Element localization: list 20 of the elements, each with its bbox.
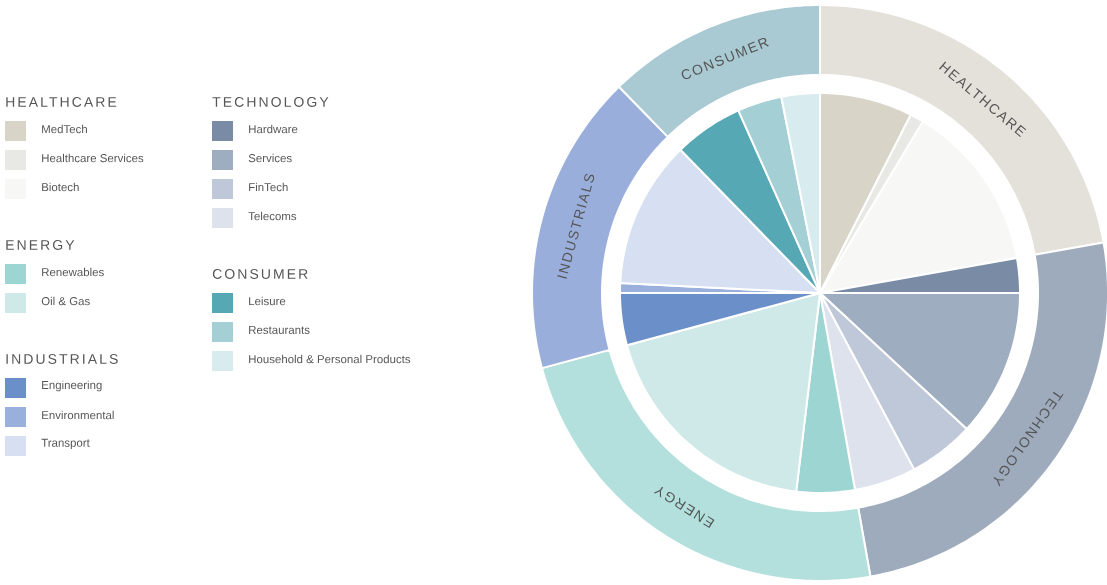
legend-label: Healthcare Services bbox=[42, 153, 144, 163]
legend-label: Transport bbox=[41, 438, 90, 450]
legend-label: Biotech bbox=[42, 182, 79, 192]
category-label: HEALTHCARE bbox=[6, 97, 117, 107]
legend-label: Restaurants bbox=[249, 326, 310, 334]
legend-label: Environmental bbox=[42, 410, 114, 420]
legend-label: Telecoms bbox=[248, 211, 297, 221]
category-label: TECHNOLOGY bbox=[212, 97, 329, 107]
legend-label: Hardware bbox=[249, 124, 298, 134]
category-label: ENERGY bbox=[6, 240, 75, 250]
legend-label: FinTech bbox=[249, 182, 288, 192]
legend-label: Leisure bbox=[249, 296, 286, 306]
category-label: CONSUMER bbox=[212, 269, 308, 279]
legend-label: Oil & Gas bbox=[41, 296, 90, 306]
legend-label: MedTech bbox=[42, 124, 87, 134]
category-label: INDUSTRIALS bbox=[6, 354, 118, 364]
legend-label: Renewables bbox=[42, 267, 104, 277]
legend-label: Engineering bbox=[42, 380, 102, 392]
legend-label: Household & Personal Products bbox=[249, 354, 411, 364]
legend-label: Services bbox=[248, 153, 292, 163]
